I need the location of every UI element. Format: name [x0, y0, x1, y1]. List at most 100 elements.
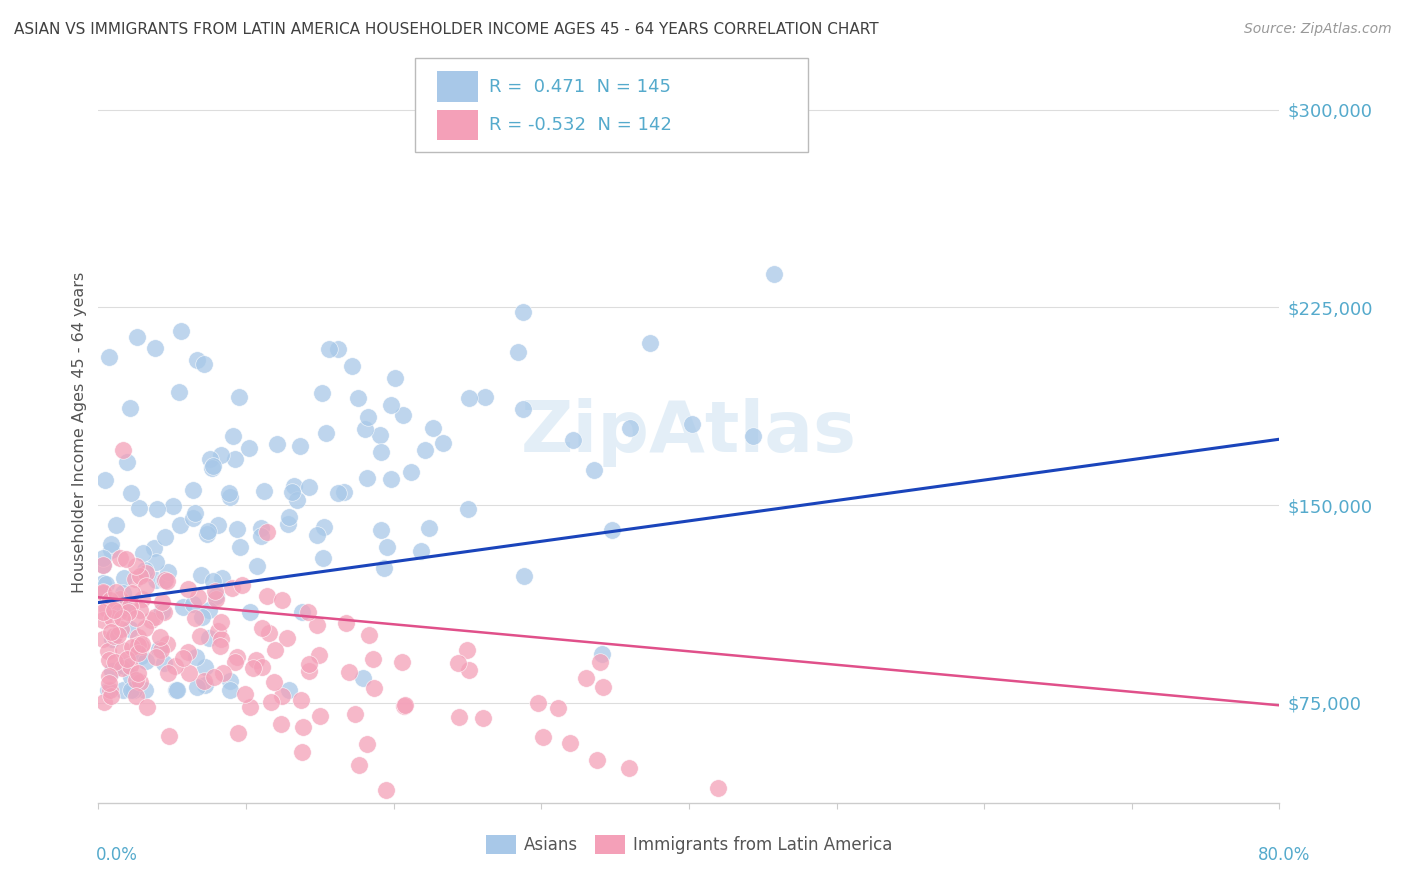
- Point: [101, 611, 124, 625]
- Point: [374, 782, 396, 797]
- Point: [512, 305, 534, 319]
- Point: [287, 493, 309, 508]
- Point: [585, 753, 607, 767]
- Point: [165, 682, 187, 697]
- Point: [121, 640, 143, 655]
- Point: [98, 676, 121, 690]
- Point: [134, 621, 156, 635]
- Point: [309, 709, 332, 723]
- Point: [471, 711, 494, 725]
- Point: [763, 267, 786, 281]
- Point: [195, 526, 218, 541]
- Point: [177, 666, 200, 681]
- Point: [135, 566, 157, 581]
- Point: [146, 502, 169, 516]
- Point: [184, 649, 207, 664]
- Point: [108, 551, 131, 566]
- Point: [100, 689, 122, 703]
- Point: [205, 589, 228, 603]
- Point: [370, 523, 392, 537]
- Point: [458, 391, 481, 405]
- Point: [100, 664, 122, 678]
- Point: [238, 441, 260, 455]
- Point: [97, 653, 120, 667]
- Point: [104, 655, 127, 669]
- Point: [602, 523, 624, 537]
- Point: [145, 555, 167, 569]
- Point: [124, 573, 146, 587]
- Point: [153, 656, 176, 670]
- Point: [337, 665, 360, 679]
- Point: [98, 593, 121, 607]
- Point: [380, 398, 402, 412]
- Point: [135, 654, 157, 668]
- Text: 0.0%: 0.0%: [96, 846, 138, 863]
- Point: [681, 417, 703, 432]
- Text: R =  0.471  N = 145: R = 0.471 N = 145: [489, 78, 671, 95]
- Point: [707, 780, 730, 795]
- Point: [97, 669, 120, 683]
- Point: [370, 428, 392, 442]
- Point: [399, 465, 422, 479]
- Point: [456, 642, 478, 657]
- Point: [115, 455, 138, 469]
- Point: [111, 443, 134, 458]
- Point: [474, 390, 496, 404]
- Point: [93, 585, 115, 599]
- Text: Source: ZipAtlas.com: Source: ZipAtlas.com: [1244, 22, 1392, 37]
- Point: [263, 675, 285, 690]
- Point: [312, 520, 335, 534]
- Point: [135, 579, 157, 593]
- Point: [165, 659, 187, 673]
- Point: [187, 590, 209, 604]
- Point: [131, 640, 153, 654]
- Point: [513, 569, 536, 583]
- Point: [298, 657, 321, 672]
- Point: [409, 543, 432, 558]
- Point: [263, 643, 285, 657]
- Point: [127, 631, 149, 645]
- Point: [157, 729, 180, 743]
- Point: [181, 483, 204, 498]
- Point: [224, 655, 246, 669]
- Point: [193, 357, 215, 371]
- Point: [104, 517, 127, 532]
- Point: [150, 643, 173, 657]
- Point: [271, 689, 294, 703]
- Point: [110, 622, 132, 636]
- Point: [129, 602, 152, 616]
- Point: [128, 501, 150, 516]
- Point: [128, 568, 150, 582]
- Point: [209, 615, 232, 629]
- Point: [221, 581, 243, 595]
- Point: [363, 681, 385, 696]
- Point: [256, 524, 278, 539]
- Point: [156, 574, 179, 588]
- Point: [170, 324, 193, 338]
- Point: [91, 585, 114, 599]
- Point: [91, 632, 114, 647]
- Point: [100, 543, 122, 558]
- Point: [91, 613, 114, 627]
- Point: [277, 510, 299, 524]
- Point: [392, 408, 415, 422]
- Point: [156, 565, 179, 579]
- Point: [208, 640, 231, 654]
- Point: [298, 664, 321, 678]
- Point: [127, 666, 149, 681]
- Point: [229, 540, 252, 554]
- Point: [156, 665, 179, 680]
- Point: [139, 614, 162, 628]
- Y-axis label: Householder Income Ages 45 - 64 years: Householder Income Ages 45 - 64 years: [72, 272, 87, 593]
- Point: [103, 629, 125, 643]
- Point: [328, 342, 350, 356]
- Point: [219, 682, 242, 697]
- Point: [375, 540, 398, 554]
- Point: [253, 484, 276, 499]
- Point: [186, 353, 208, 368]
- Point: [591, 647, 613, 661]
- Point: [186, 681, 208, 695]
- Point: [218, 674, 240, 689]
- Point: [333, 484, 356, 499]
- Point: [225, 522, 247, 536]
